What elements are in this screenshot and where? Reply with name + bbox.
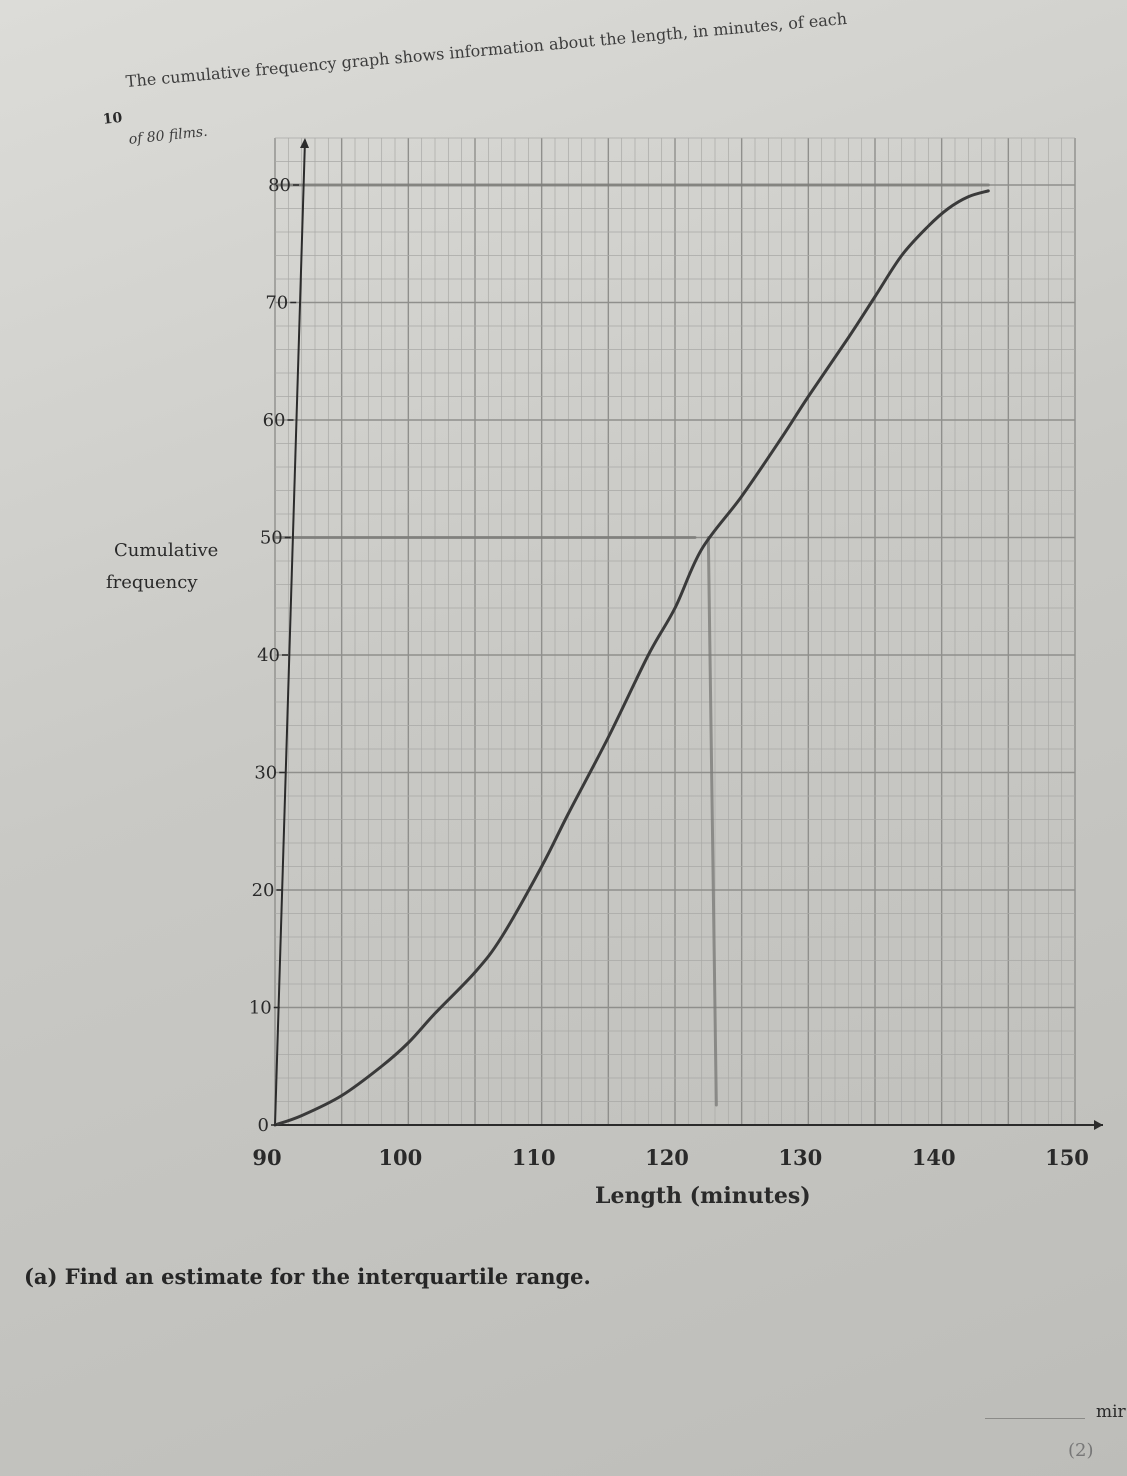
cumulative-frequency-curve xyxy=(273,189,990,1127)
x-axis-arrow xyxy=(1094,1120,1103,1130)
y-axis-label-line2: frequency xyxy=(106,572,198,593)
answer-unit: mir xyxy=(1096,1402,1126,1422)
y-tick-label: 0 xyxy=(258,1115,269,1136)
chart-grid xyxy=(274,137,1076,1126)
chart-curve xyxy=(273,189,990,1127)
answer-line[interactable] xyxy=(985,1418,1085,1419)
y-tick-label: 80 xyxy=(268,175,291,196)
pencil-construction-lines xyxy=(273,183,990,1107)
y-axis-label-line1: Cumulative xyxy=(114,540,219,561)
y-tick-labels: 0 10 20 30 40 50 60 70 80 xyxy=(249,175,299,1136)
x-tick-label: 100 xyxy=(378,1145,422,1170)
x-tick-label: 120 xyxy=(645,1145,689,1170)
x-tick-labels: 90 100 110 120 130 140 150 xyxy=(252,1145,1089,1170)
y-tick-label: 70 xyxy=(265,293,288,314)
y-tick-label: 20 xyxy=(252,880,275,901)
y-tick-label: 40 xyxy=(257,645,280,666)
x-axis-label: Length (minutes) xyxy=(595,1183,811,1209)
y-axis-arrow xyxy=(300,138,309,148)
y-tick-label: 50 xyxy=(260,528,283,549)
marks-indicator: (2) xyxy=(1068,1440,1094,1461)
x-tick-label: 140 xyxy=(912,1145,956,1170)
question-part-a: (a) Find an estimate for the interquarti… xyxy=(24,1264,591,1289)
y-tick-label: 60 xyxy=(263,410,286,431)
x-tick-label: 90 xyxy=(252,1145,281,1170)
x-tick-label: 150 xyxy=(1045,1145,1089,1170)
y-tick-label: 10 xyxy=(249,998,272,1019)
y-axis-line xyxy=(274,139,306,1126)
y-tick-label: 30 xyxy=(254,763,277,784)
pencil-line-vertical xyxy=(706,536,718,1107)
x-tick-label: 110 xyxy=(512,1145,556,1170)
x-tick-label: 130 xyxy=(778,1145,822,1170)
chart-axes xyxy=(274,138,1103,1130)
